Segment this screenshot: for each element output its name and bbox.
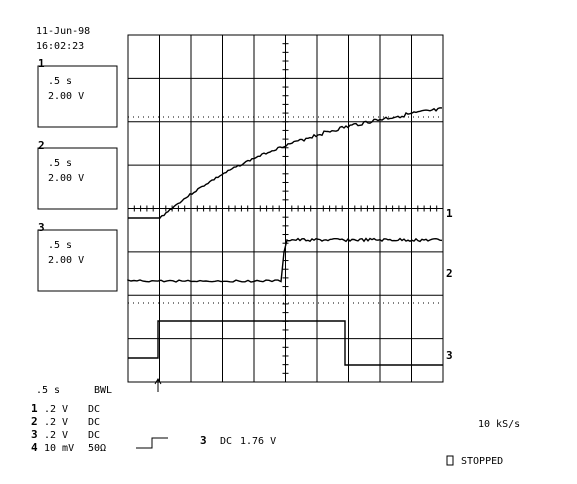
trace-marker: 3 [446,349,453,362]
channel-timebase: .5 s [48,158,72,169]
input-scale: .2 V [44,404,68,415]
input-coupling: 50Ω [88,443,106,454]
trace-marker: 2 [446,267,453,280]
trace-2 [127,237,443,283]
channel-scale: 2.00 V [48,173,84,184]
status: STOPPED [461,456,503,467]
input-channel: 2 [31,415,38,428]
trigger-level: 1.76 V [240,436,276,447]
trace-1 [128,107,443,219]
input-coupling: DC [88,430,100,441]
channel-box [37,65,118,128]
date: 11-Jun-98 [36,26,90,37]
input-channel: 4 [31,441,38,454]
channel-scale: 2.00 V [48,255,84,266]
input-channel: 3 [31,428,38,441]
input-scale: .2 V [44,417,68,428]
input-settings: 1 .2 V DC 2 .2 V DC 3 .2 V DC 4 10 mV 50Ω [31,402,106,454]
channel-boxes: 1.5 s2.00 V2.5 s2.00 V3.5 s2.00 V [37,57,118,292]
channel-box [37,229,118,292]
input-scale: 10 mV [44,443,74,454]
status-icon [446,455,454,466]
trigger-channel: 3 [200,434,207,447]
channel-scale: 2.00 V [48,91,84,102]
channel-label: 1 [38,57,45,70]
channel-box [37,147,118,210]
trace-markers: 1 2 3 [446,207,453,362]
channel-label: 3 [38,221,45,234]
channel-timebase: .5 s [48,240,72,251]
trace-3 [128,320,443,366]
input-coupling: DC [88,404,100,415]
time: 16:02:23 [36,41,84,52]
trigger-arrow [154,378,162,392]
channel-timebase: .5 s [48,76,72,87]
input-scale: .2 V [44,430,68,441]
input-coupling: DC [88,417,100,428]
graticule [127,34,444,392]
trigger-icon [136,437,168,449]
trigger-coupling: DC [220,436,232,447]
input-channel: 1 [31,402,38,415]
footer-timebase: .5 s [36,385,60,396]
channel-label: 2 [38,139,45,152]
bandwidth: BWL [94,385,112,396]
trace-marker: 1 [446,207,453,220]
traces [127,107,443,366]
sample-rate: 10 kS/s [478,419,520,430]
